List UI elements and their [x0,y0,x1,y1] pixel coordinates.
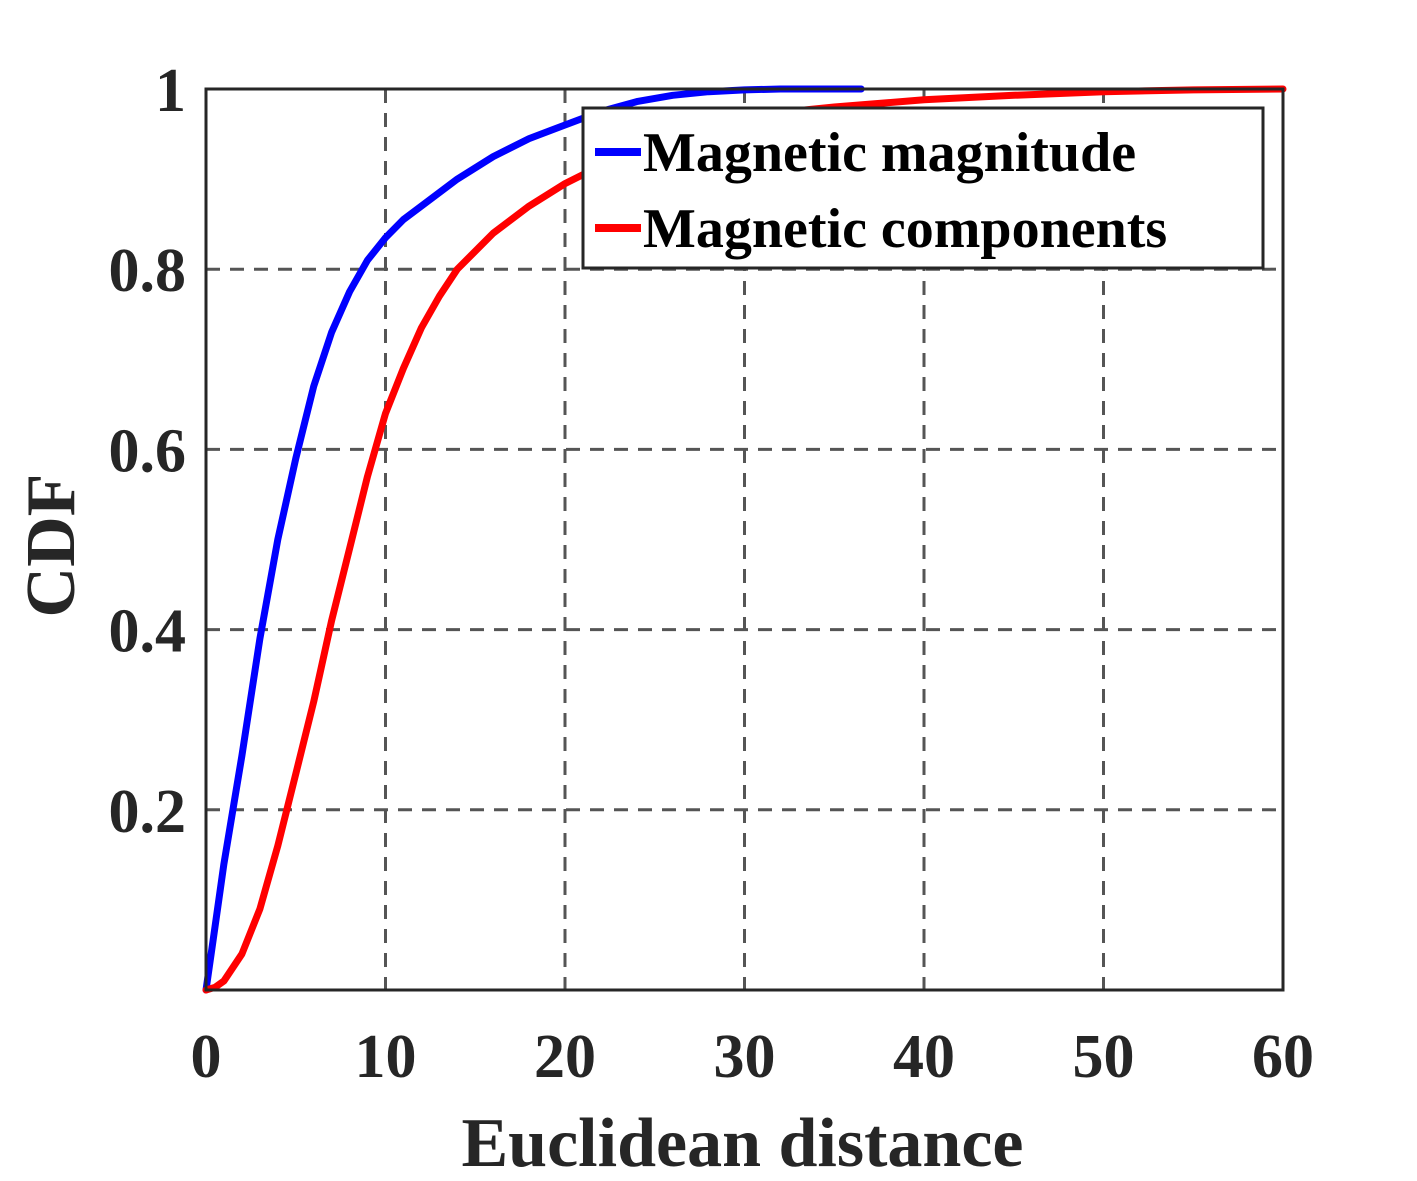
legend: Magnetic magnitude Magnetic components [581,106,1265,270]
x-tick-label: 60 [1252,1023,1314,1091]
x-tick-label: 10 [355,1023,417,1091]
y-tick-label: 0.8 [109,237,187,305]
y-tick-label: 1 [155,57,186,125]
axes-box [204,87,1285,992]
y-axis-label: CDF [13,474,90,618]
legend-label-2: Magnetic components [643,198,1167,260]
x-tick-label: 20 [534,1023,596,1091]
y-tick-label: 0.4 [109,598,187,666]
series-lines [202,85,1287,994]
y-tick-label: 0.2 [109,778,187,846]
x-tick-label: 0 [191,1023,222,1091]
series-line-2 [202,85,1287,994]
series-line-1 [202,85,865,994]
legend-label-1: Magnetic magnitude [643,122,1136,184]
y-tick-labels: 0.2 0.4 0.6 0.8 1 [109,57,187,846]
x-tick-label: 40 [893,1023,955,1091]
x-tick-label: 30 [714,1023,776,1091]
y-tick-label: 0.6 [109,417,187,485]
x-tick-labels: 0 10 20 30 40 50 60 [191,1023,1315,1091]
x-axis-label: Euclidean distance [461,1105,1023,1181]
legend-box [581,106,1265,270]
x-tick-label: 50 [1073,1023,1135,1091]
